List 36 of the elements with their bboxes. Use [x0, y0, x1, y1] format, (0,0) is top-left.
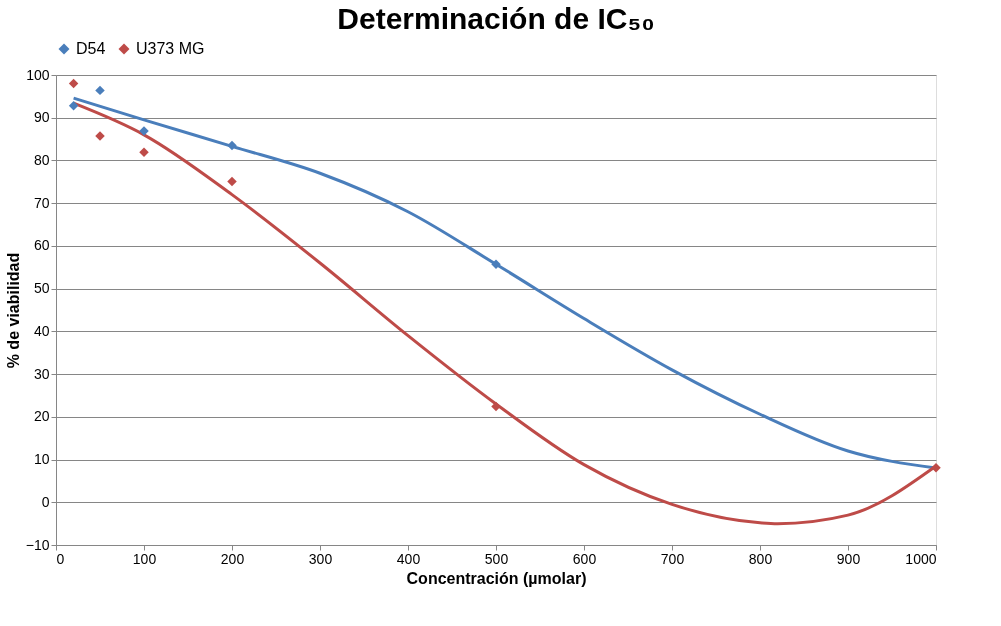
point [931, 462, 941, 473]
y-tick-label: 100 [26, 66, 50, 83]
x-tick-label: 1000 [905, 550, 937, 567]
y-tick-label: 20 [33, 408, 50, 425]
y-tick-label: 70 [33, 194, 50, 211]
y-tick-label: 40 [33, 322, 50, 339]
y-tick-label: 10 [33, 451, 50, 468]
x-axis-title: Concentración (µmolar) [406, 569, 587, 587]
y-tick-label: 90 [33, 109, 50, 126]
point [491, 259, 501, 270]
y-tick-label: −10 [25, 536, 50, 553]
x-tick-label: 900 [836, 550, 861, 567]
y-tick-label: 50 [33, 280, 50, 297]
chart-title: Determinación de IC₅₀ [337, 2, 655, 35]
x-tick-label: 200 [220, 550, 245, 567]
y-tick-label: 60 [33, 237, 50, 254]
point [95, 85, 105, 96]
x-tick-label: 400 [396, 550, 421, 567]
point [227, 140, 237, 151]
x-tick-label: 800 [748, 550, 773, 567]
y-tick-label: 0 [41, 493, 50, 510]
point [68, 78, 79, 89]
y-axis-title: % de viabilidad [4, 252, 22, 369]
x-tick-label: 700 [660, 550, 685, 567]
x-tick-label: 0 [56, 550, 65, 567]
x-tick-label: 500 [484, 550, 509, 567]
point [227, 176, 237, 187]
legend-label: U373 MG [136, 40, 205, 57]
y-tick-label: 80 [33, 151, 50, 168]
x-tick-label: 600 [572, 550, 597, 567]
point [139, 147, 149, 158]
y-tick-label: 30 [33, 365, 50, 382]
point [68, 101, 79, 111]
x-tick-label: 300 [308, 550, 333, 567]
legend-label: D54 [76, 40, 106, 57]
x-tick-label: 100 [132, 550, 157, 567]
